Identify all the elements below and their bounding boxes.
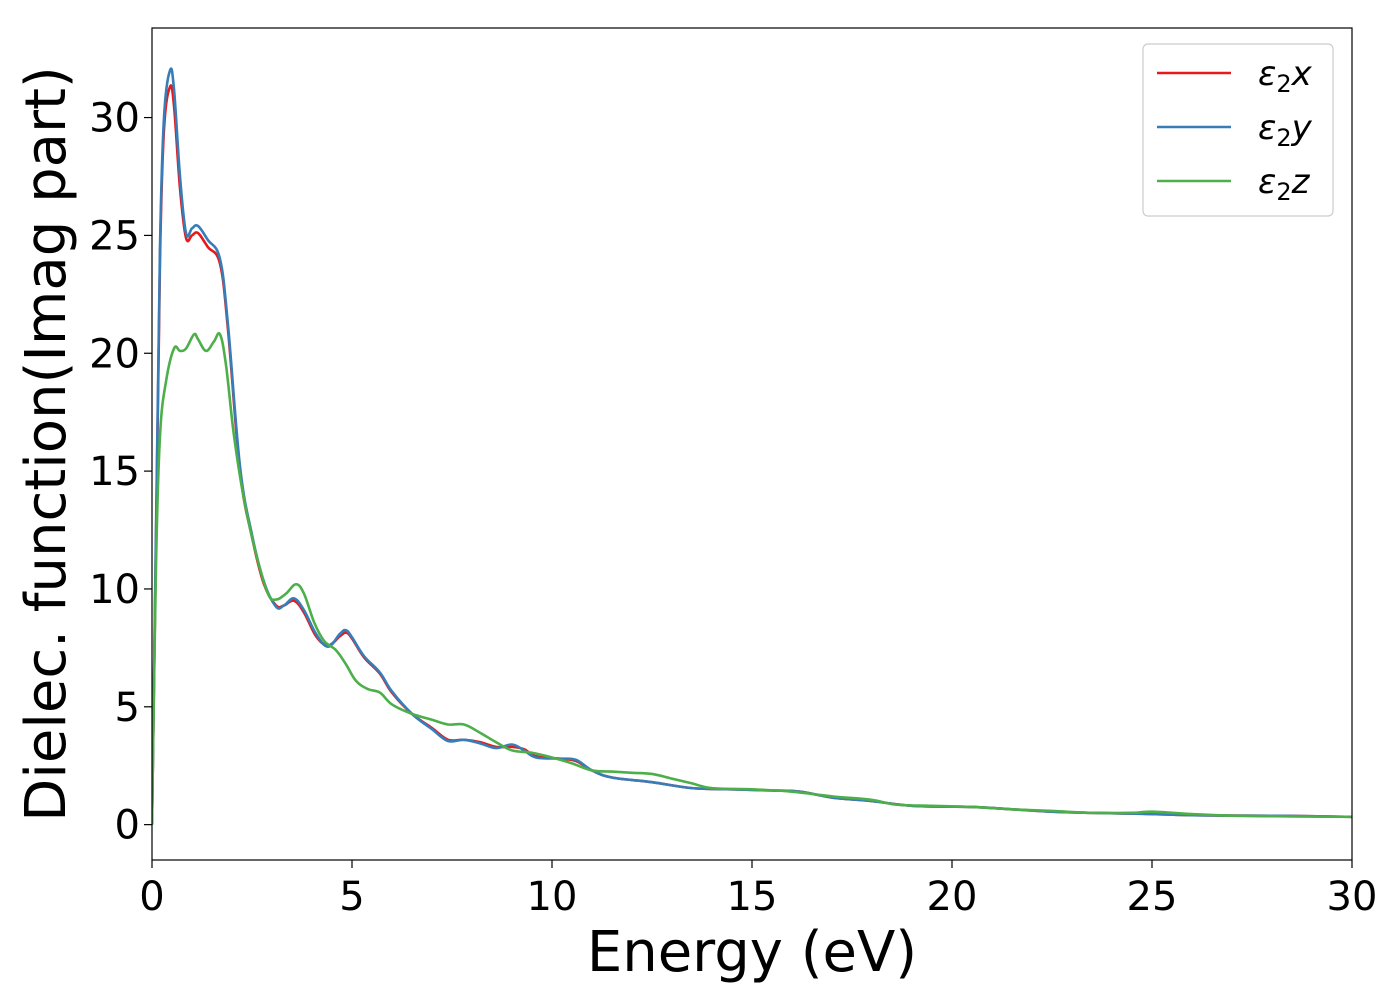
legend-label: ε2y: [1258, 108, 1313, 152]
y-axis-ticks: 0 5 10 15 20 25 30: [89, 96, 152, 849]
series-line-z: [152, 331, 1352, 825]
series-layer: [152, 67, 1352, 825]
legend: ε2x ε2y ε2z: [1142, 43, 1334, 217]
legend-label: ε2z: [1258, 162, 1311, 206]
legend-box: [1142, 43, 1334, 217]
y-tick-label: 15: [89, 449, 140, 495]
y-tick-label: 25: [89, 213, 140, 259]
legend-label: ε2x: [1258, 54, 1313, 98]
x-tick-label: 30: [1327, 874, 1378, 920]
y-tick-label: 20: [89, 331, 140, 377]
x-axis-ticks: 0 5 10 15 20 25 30: [139, 860, 1377, 920]
x-tick-label: 10: [527, 874, 578, 920]
x-tick-label: 15: [727, 874, 778, 920]
y-tick-label: 30: [89, 96, 140, 142]
y-axis-title: Dielec. function(Imag part): [14, 66, 79, 822]
y-tick-label: 5: [115, 685, 140, 731]
y-tick-label: 0: [115, 803, 140, 849]
x-tick-label: 25: [1127, 874, 1178, 920]
x-tick-label: 5: [339, 874, 364, 920]
x-tick-label: 0: [139, 874, 164, 920]
y-tick-label: 10: [89, 567, 140, 613]
x-axis-title: Energy (eV): [587, 920, 917, 985]
x-tick-label: 20: [927, 874, 978, 920]
